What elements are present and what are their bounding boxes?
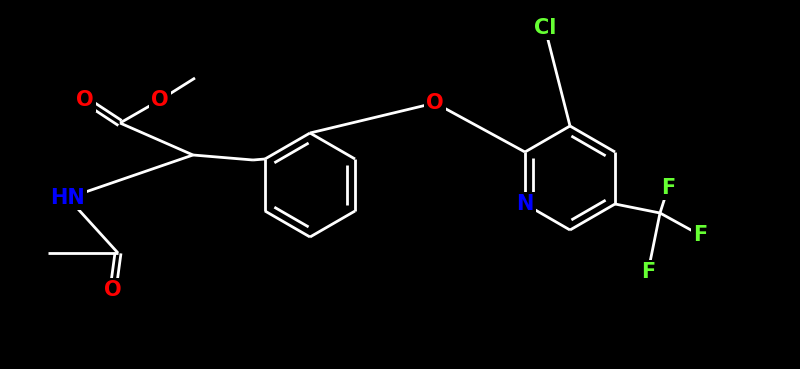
Text: HN: HN [50,188,86,208]
Text: O: O [426,93,444,113]
Text: F: F [693,225,707,245]
Text: Cl: Cl [534,18,556,38]
Text: O: O [104,280,122,300]
Text: F: F [661,178,675,198]
Text: O: O [76,90,94,110]
Text: O: O [151,90,169,110]
Text: N: N [516,194,534,214]
Text: F: F [641,262,655,282]
